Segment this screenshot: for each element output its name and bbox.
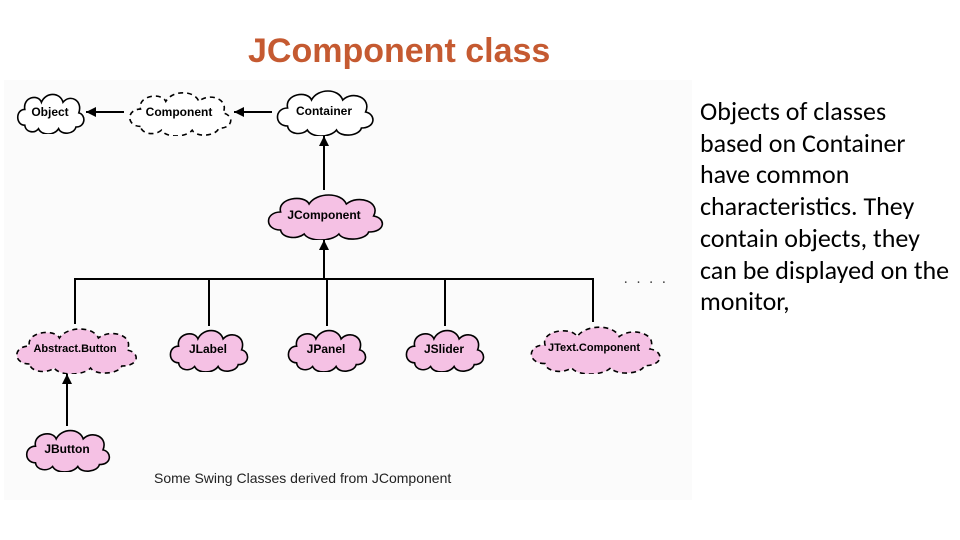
node-jlabel: JLabel (166, 326, 250, 372)
node-jtextcomponent: JText.Component (524, 322, 664, 374)
node-jcomponent: JComponent (262, 190, 386, 240)
class-hierarchy-diagram: Object Component Container JComponent Abstra… (4, 80, 692, 500)
description-text: Objects of classes based on Container ha… (700, 96, 950, 318)
arrowhead-icon (234, 107, 244, 117)
node-container: Container (272, 86, 376, 136)
edge-line (444, 278, 446, 326)
node-object: Object (14, 90, 86, 134)
ellipsis-more: . . . . (624, 270, 669, 287)
edge-line (74, 278, 592, 280)
page-title: JComponent class (248, 32, 550, 71)
arrowhead-icon (62, 374, 72, 384)
edge-line (74, 278, 76, 324)
edge-line (592, 278, 594, 322)
arrowhead-icon (86, 107, 96, 117)
edge-line (208, 278, 210, 326)
node-jbutton: JButton (22, 426, 112, 472)
node-jpanel: JPanel (284, 326, 368, 372)
node-component: Component (124, 88, 234, 136)
arrowhead-icon (319, 136, 329, 146)
node-jslider: JSlider (402, 326, 486, 372)
node-abstractbutton: Abstract.Button (10, 324, 140, 374)
arrowhead-icon (319, 240, 329, 250)
diagram-caption: Some Swing Classes derived from JCompone… (154, 470, 451, 486)
edge-line (326, 278, 328, 326)
